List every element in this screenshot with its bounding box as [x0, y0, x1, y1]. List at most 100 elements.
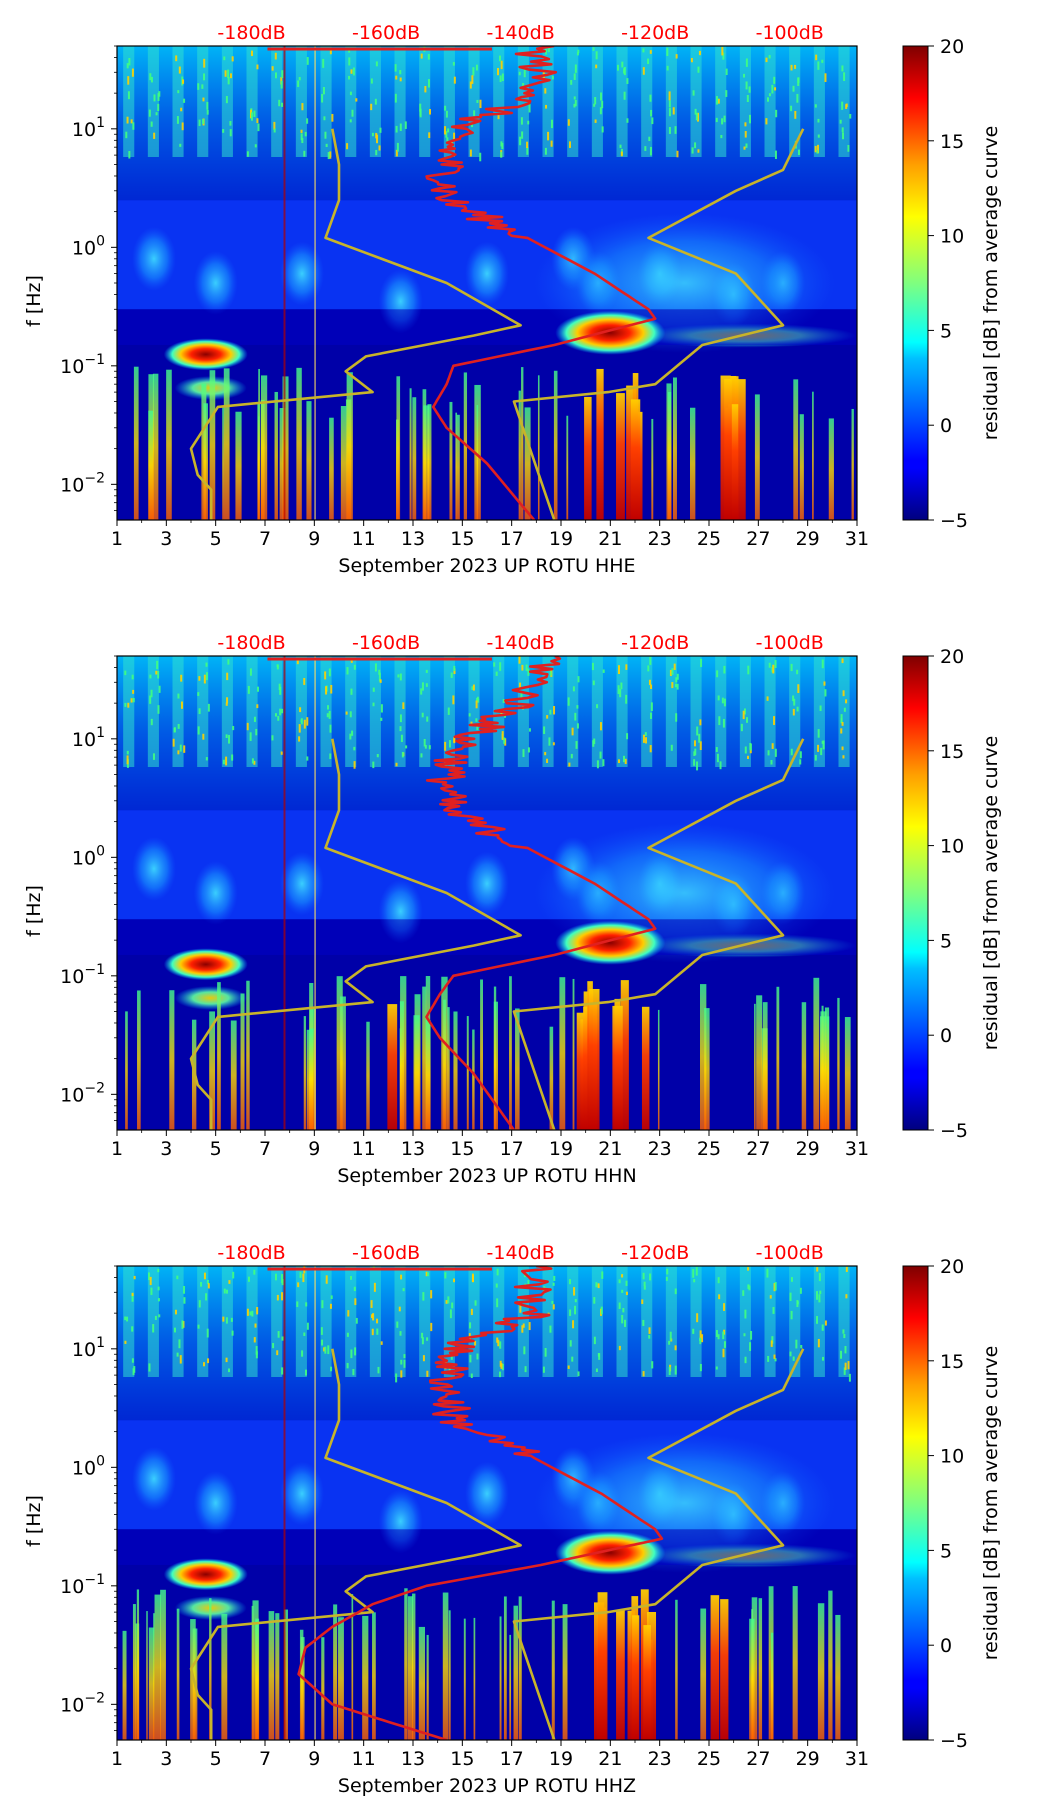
- noise-speckle: [327, 152, 330, 160]
- noise-speckle: [473, 110, 476, 116]
- noise-speckle: [229, 121, 232, 126]
- noise-speckle: [353, 761, 356, 769]
- noise-speckle: [523, 1346, 526, 1355]
- noise-speckle: [622, 1308, 625, 1313]
- transient-spike: [616, 1609, 625, 1740]
- noise-speckle: [675, 677, 678, 683]
- transient-spike: [362, 1615, 369, 1740]
- noise-speckle: [202, 118, 205, 124]
- noise-speckle: [765, 118, 768, 125]
- noise-speckle: [223, 1288, 226, 1294]
- noise-speckle: [132, 1368, 135, 1376]
- noise-speckle: [304, 131, 307, 137]
- noise-speckle: [623, 66, 626, 76]
- noise-speckle: [225, 702, 228, 706]
- noise-speckle: [642, 1319, 645, 1326]
- transient-spike: [203, 403, 208, 520]
- noise-speckle: [223, 56, 226, 61]
- transient-spike: [758, 1598, 763, 1740]
- noise-speckle: [695, 1267, 698, 1276]
- transient-spike: [596, 368, 604, 520]
- noise-speckle: [773, 1354, 776, 1359]
- noise-speckle: [207, 703, 210, 712]
- noise-speckle: [723, 665, 726, 674]
- noise-speckle: [571, 727, 574, 736]
- daily-noise-stripe: [567, 656, 579, 768]
- noise-speckle: [326, 705, 329, 710]
- colorbar: [902, 45, 929, 521]
- noise-speckle: [476, 1353, 479, 1360]
- noise-speckle: [271, 66, 274, 71]
- noise-speckle: [671, 682, 674, 689]
- daily-noise-stripe: [468, 46, 480, 158]
- transient-spike: [442, 1592, 449, 1740]
- noise-speckle: [372, 1313, 375, 1321]
- transient-spike: [754, 1003, 756, 1130]
- noise-speckle: [503, 737, 506, 744]
- daily-noise-stripe: [690, 46, 702, 158]
- noise-speckle: [256, 64, 259, 70]
- noise-speckle: [222, 759, 225, 765]
- transient-spike: [166, 369, 172, 520]
- x-tick-label: 27: [746, 1138, 770, 1160]
- daily-noise-stripe: [468, 1266, 480, 1378]
- noise-speckle: [346, 143, 349, 150]
- noise-speckle: [153, 94, 156, 102]
- noise-speckle: [148, 109, 151, 117]
- noise-speckle: [150, 718, 153, 726]
- daily-noise-stripe: [542, 46, 554, 158]
- transient-spike: [407, 1596, 413, 1740]
- x-tick-label: 29: [796, 528, 820, 550]
- noise-speckle: [790, 748, 793, 756]
- noise-speckle: [400, 1359, 403, 1365]
- transient-spike: [399, 1001, 404, 1130]
- noise-speckle: [474, 1300, 477, 1306]
- transient-spike: [396, 376, 401, 520]
- noise-speckle: [648, 136, 651, 142]
- transient-spike: [132, 1604, 136, 1740]
- noise-speckle: [179, 143, 182, 147]
- noise-speckle: [133, 1275, 136, 1280]
- noise-speckle: [544, 1347, 547, 1357]
- noise-speckle: [224, 70, 227, 77]
- transient-spike: [553, 370, 558, 520]
- noise-speckle: [127, 76, 130, 85]
- noise-speckle: [380, 717, 383, 721]
- noise-speckle: [577, 676, 580, 683]
- noise-speckle: [280, 80, 283, 89]
- noise-speckle: [228, 734, 231, 744]
- noise-speckle: [153, 132, 156, 139]
- noise-speckle: [183, 745, 186, 753]
- noise-speckle: [324, 1346, 327, 1354]
- x-tick-label: 5: [210, 528, 222, 550]
- noise-speckle: [376, 1328, 379, 1335]
- noise-speckle: [445, 1300, 448, 1304]
- noise-speckle: [225, 95, 228, 104]
- transient-spike: [518, 1596, 522, 1740]
- noise-speckle: [843, 1367, 846, 1375]
- noise-speckle: [178, 66, 181, 74]
- noise-plume: [193, 861, 238, 925]
- noise-speckle: [203, 1362, 206, 1367]
- noise-speckle: [701, 1334, 704, 1343]
- noise-speckle: [749, 1342, 752, 1351]
- noise-speckle: [665, 1276, 668, 1281]
- noise-speckle: [696, 726, 699, 736]
- noise-speckle: [796, 706, 799, 712]
- daily-noise-stripe: [813, 1266, 825, 1378]
- noise-speckle: [818, 1294, 821, 1303]
- noise-speckle: [651, 117, 654, 125]
- noise-speckle: [816, 1291, 819, 1300]
- daily-noise-stripe: [641, 656, 653, 768]
- noise-speckle: [128, 58, 131, 66]
- x-tick-label: 13: [401, 1138, 425, 1160]
- db-axis-label: -160dB: [352, 632, 420, 654]
- spectrogram-area: [117, 1266, 857, 1740]
- daily-noise-stripe: [641, 1266, 653, 1378]
- noise-speckle: [599, 751, 602, 759]
- x-tick-label: 15: [450, 528, 474, 550]
- noise-speckle: [451, 1302, 454, 1309]
- noise-speckle: [201, 84, 204, 89]
- noise-speckle: [597, 1283, 600, 1289]
